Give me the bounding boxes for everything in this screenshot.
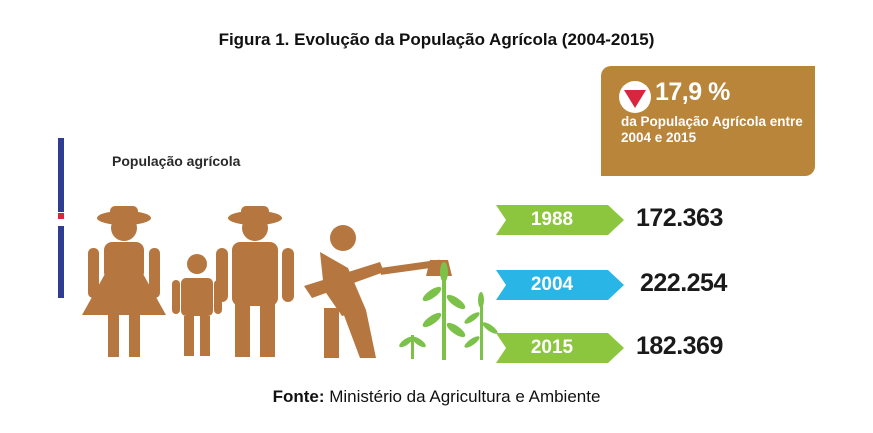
population-label: População agrícola — [112, 153, 241, 169]
woman-figure-icon — [82, 206, 166, 357]
year-label-2015: 2015 — [530, 337, 574, 358]
flag-stripe-blue-top — [58, 138, 64, 212]
year-label-2004: 2004 — [530, 274, 574, 295]
source-text: Ministério da Agricultura e Ambiente — [324, 387, 601, 406]
plants-icon — [399, 262, 498, 360]
man-figure-icon — [216, 206, 294, 357]
year-tag-2004: 2004 — [496, 270, 624, 300]
population-value-2004: 222.254 — [640, 269, 727, 297]
decrease-percent: 17,9 % — [655, 78, 730, 106]
population-value-2015: 182.369 — [636, 332, 723, 360]
year-tag-arrow-1988 — [496, 205, 624, 235]
source-note: Fonte: Ministério da Agricultura e Ambie… — [0, 387, 873, 407]
child-figure-icon — [172, 254, 222, 356]
figure-title: Figura 1. Evolução da População Agrícola… — [218, 30, 655, 49]
farmer-with-hoe-icon — [304, 225, 452, 358]
down-triangle-icon — [618, 80, 652, 119]
source-label: Fonte: — [272, 387, 325, 406]
farm-family-illustration — [80, 190, 500, 370]
year-tag-1988: 1988 — [496, 205, 624, 235]
decrease-callout: 17,9 % da População Agrícola entre 2004 … — [601, 66, 815, 176]
year-tag-arrow-2004 — [496, 270, 624, 300]
year-tag-arrow-2015 — [496, 333, 624, 363]
year-label-1988: 1988 — [530, 209, 574, 230]
year-tag-2015: 2015 — [496, 333, 624, 363]
decrease-description: da População Agrícola entre 2004 e 2015 — [621, 114, 803, 145]
flag-stripe-blue-bottom — [58, 226, 64, 298]
population-value-1988: 172.363 — [636, 204, 723, 232]
flag-stripe-red — [58, 213, 64, 219]
